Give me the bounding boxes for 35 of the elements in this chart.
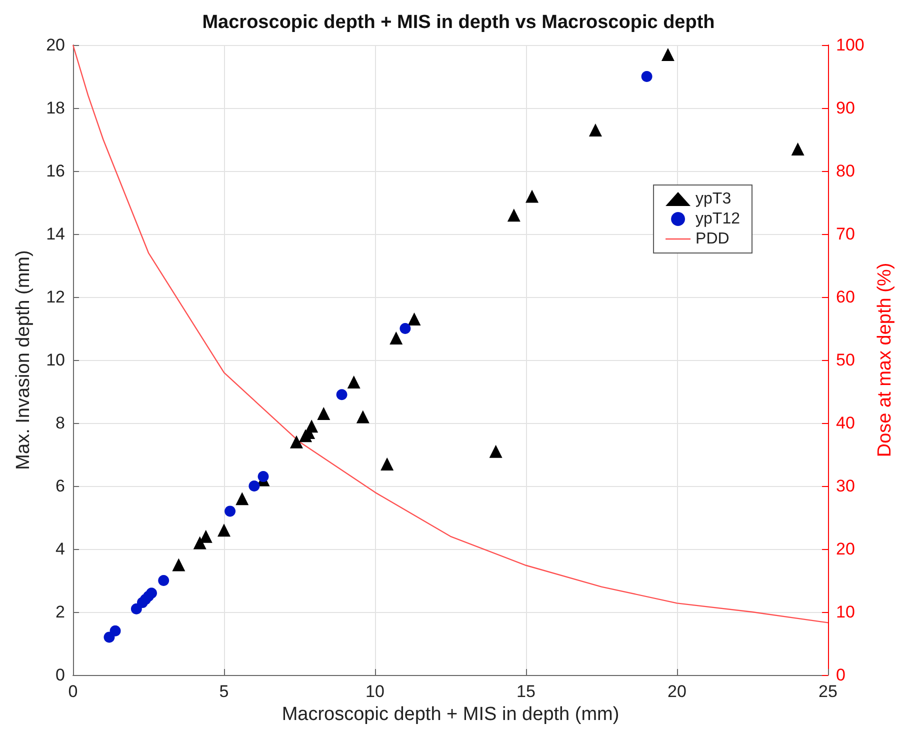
x-tick-label: 0	[68, 682, 78, 701]
y2-tick-label: 70	[836, 224, 855, 244]
y2-tick-label: 40	[836, 414, 855, 432]
y2-tick-label: 50	[836, 350, 855, 370]
y-tick-label: 12	[46, 288, 65, 306]
y-tick-label: 8	[56, 414, 65, 432]
y2-tick-label: 30	[836, 476, 855, 496]
y2-tick-label: 80	[836, 162, 855, 180]
y2-axis-title: Dose at max depth (%)	[874, 262, 896, 458]
y-tick-label: 14	[46, 224, 65, 244]
x-axis-title: Macroscopic depth + MIS in depth (mm)	[282, 704, 620, 725]
x-tick-label: 10	[366, 682, 384, 701]
chart-title: Macroscopic depth + MIS in depth vs Macroscopic depth	[202, 12, 715, 33]
y2-tick-label: 20	[836, 540, 855, 558]
legend-label: ypT12	[696, 210, 740, 228]
y2-tick-label: 60	[836, 288, 855, 306]
y-tick-label: 6	[56, 476, 65, 496]
y-tick-label: 16	[46, 162, 65, 180]
y2-tick-label: 90	[836, 98, 855, 118]
x-tick-label: 20	[668, 682, 686, 701]
y-tick-label: 18	[46, 98, 65, 118]
y-tick-label: 20	[46, 36, 65, 54]
y-tick-label: 4	[56, 540, 65, 558]
y2-tick-label: 100	[836, 36, 864, 54]
y-axis-title: Max. Invasion depth (mm)	[13, 250, 34, 470]
y2-tick-label: 0	[836, 666, 846, 684]
y2-tick-label: 10	[836, 602, 855, 622]
y-tick-label: 2	[56, 602, 65, 622]
x-tick-label: 15	[516, 682, 536, 701]
y-tick-label: 0	[56, 666, 65, 684]
y-tick-label: 10	[46, 350, 65, 370]
x-tick-label: 5	[219, 682, 229, 701]
legend-label: PDD	[696, 230, 730, 248]
x-tick-label: 25	[818, 682, 838, 701]
legend-label: ypT3	[696, 190, 732, 208]
